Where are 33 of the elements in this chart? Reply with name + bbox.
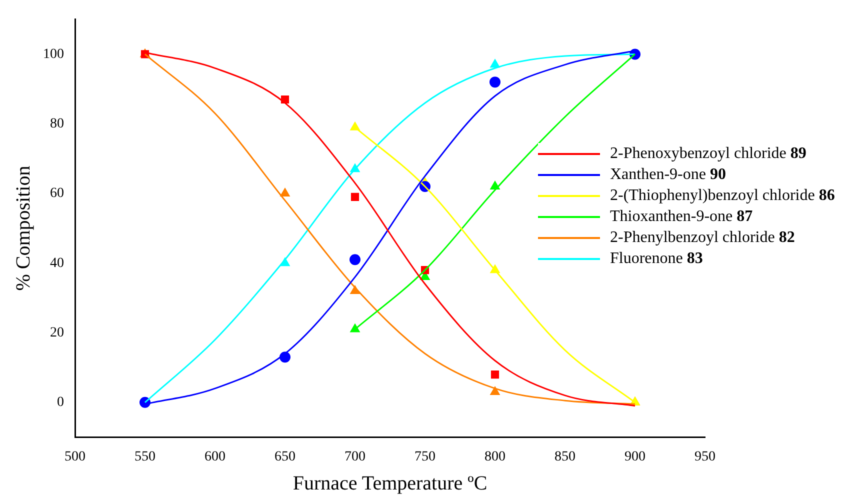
- x-axis-title: Furnace Temperature ºC: [292, 472, 488, 494]
- legend-label: Thioxanthen-9-one 87: [610, 208, 753, 226]
- x-tick-label: 600: [204, 449, 226, 464]
- y-axis-title: % Composition: [12, 166, 34, 291]
- x-tick-label: 800: [484, 449, 506, 464]
- legend-label: Xanthen-9-one 90: [610, 166, 726, 184]
- legend-label: 2-(Thiophenyl)benzoyl chloride 86: [610, 186, 835, 204]
- point: [280, 188, 290, 196]
- x-tick-label: 950: [694, 449, 716, 464]
- y-tick-label: 100: [43, 46, 64, 62]
- point: [490, 370, 500, 379]
- legend-label: Fluorenone 83: [610, 250, 703, 268]
- point: [490, 76, 500, 88]
- legend-label: 2-Phenoxybenzoyl chloride 89: [610, 144, 806, 162]
- y-tick-label: 60: [50, 186, 64, 202]
- y-tick-label: 0: [57, 395, 64, 410]
- point: [490, 386, 500, 395]
- x-tick-label: 650: [274, 449, 296, 464]
- x-tick-label: 900: [624, 449, 646, 464]
- x-tick-label: 850: [554, 449, 576, 464]
- y-tick-label: 40: [50, 256, 64, 271]
- y-tick-label: 80: [50, 116, 64, 132]
- legend-label: 2-Phenylbenzoyl chloride 82: [610, 228, 795, 246]
- x-tick-label: 750: [414, 449, 436, 464]
- point: [350, 122, 360, 130]
- point: [350, 254, 360, 266]
- x-tick-label: 550: [134, 449, 156, 464]
- y-tick-label: 20: [50, 325, 64, 340]
- x-tick-label: 700: [344, 449, 366, 464]
- point: [490, 59, 500, 68]
- point: [350, 192, 360, 201]
- point: [350, 324, 360, 332]
- x-tick-label: 500: [64, 449, 86, 464]
